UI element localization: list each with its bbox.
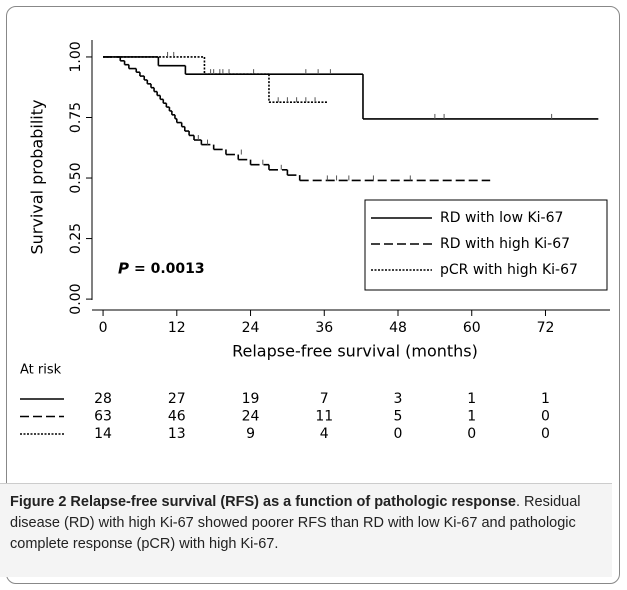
- at-risk-value: 0: [394, 426, 403, 442]
- at-risk-title: At risk: [20, 363, 62, 378]
- x-tick-label: 60: [463, 320, 481, 336]
- at-risk-value: 0: [541, 409, 550, 425]
- at-risk-value: 7: [320, 391, 329, 407]
- x-tick-label: 0: [99, 320, 108, 336]
- p-value: = 0.0013: [134, 261, 205, 277]
- at-risk-value: 28: [94, 391, 112, 407]
- at-risk-value: 1: [467, 409, 476, 425]
- legend-label: RD with low Ki-67: [440, 210, 563, 226]
- at-risk-value: 0: [541, 426, 550, 442]
- y-tick-label: 0.75: [68, 102, 84, 133]
- y-tick-label: 0.25: [68, 223, 84, 254]
- y-tick-label: 0.50: [68, 162, 84, 193]
- caption-title: Figure 2 Relapse-free survival (RFS) as …: [10, 494, 516, 510]
- x-tick-label: 48: [389, 320, 407, 336]
- y-axis-label: Survival probability: [28, 100, 47, 255]
- at-risk-value: 5: [394, 409, 403, 425]
- legend-box: [364, 199, 608, 291]
- caption: Figure 2 Relapse-free survival (RFS) as …: [0, 483, 612, 577]
- x-tick-label: 24: [242, 320, 260, 336]
- at-risk-value: 63: [94, 409, 112, 425]
- y-tick-label: 1.00: [68, 41, 84, 72]
- legend-label: RD with high Ki-67: [440, 236, 570, 252]
- caption-body: . Residual disease (RD) with high Ki-67 …: [10, 494, 581, 552]
- at-risk-value: 46: [168, 409, 186, 425]
- x-tick-label: 12: [168, 320, 186, 336]
- figure-frame: [6, 6, 620, 584]
- chart: Survival probability Relapse-free surviv…: [20, 40, 610, 442]
- at-risk-value: 14: [94, 426, 112, 442]
- at-risk-value: 27: [168, 391, 186, 407]
- p-label: P: [118, 260, 129, 278]
- legend-label: pCR with high Ki-67: [440, 262, 578, 278]
- x-tick-label: 36: [315, 320, 333, 336]
- at-risk-value: 3: [394, 391, 403, 407]
- at-risk-value: 19: [242, 391, 260, 407]
- at-risk-value: 9: [246, 426, 255, 442]
- y-tick-label: 0.00: [68, 284, 84, 315]
- at-risk-value: 13: [168, 426, 186, 442]
- caption-text: Figure 2 Relapse-free survival (RFS) as …: [10, 492, 602, 555]
- at-risk-value: 1: [541, 391, 550, 407]
- at-risk-value: 0: [467, 426, 476, 442]
- x-axis-label: Relapse-free survival (months): [232, 342, 478, 361]
- x-tick-label: 72: [537, 320, 555, 336]
- at-risk-value: 1: [467, 391, 476, 407]
- at-risk-value: 24: [242, 409, 260, 425]
- at-risk-value: 4: [320, 426, 329, 442]
- at-risk-value: 11: [315, 409, 333, 425]
